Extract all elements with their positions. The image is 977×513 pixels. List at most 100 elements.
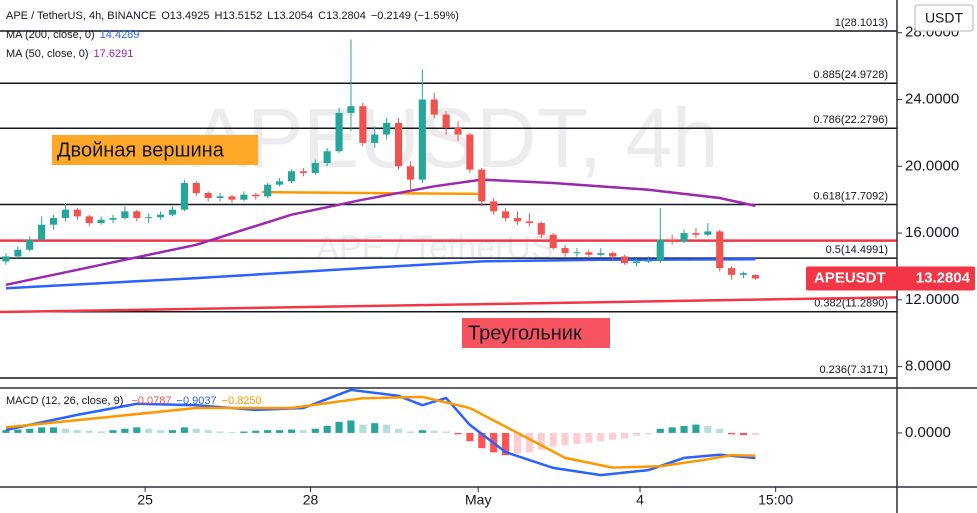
macd-histogram-bar — [299, 430, 307, 433]
trend-line — [0, 296, 898, 314]
candle-body — [85, 216, 93, 224]
legend-value: −0.0787 — [131, 395, 172, 407]
candle-body — [145, 217, 153, 219]
candle-body — [121, 211, 129, 219]
macd-histogram-bar — [180, 427, 188, 433]
macd-histogram-bar — [406, 431, 414, 433]
macd-histogram-bar — [668, 427, 676, 433]
macd-histogram-bar — [561, 432, 569, 446]
macd-histogram-bar — [109, 430, 117, 433]
macd-histogram-bar — [739, 432, 748, 436]
last-price-symbol: APEUSDT — [814, 269, 886, 286]
candle-body — [716, 231, 724, 269]
candle-body — [359, 106, 367, 143]
candle-body — [299, 171, 307, 173]
macd-histogram-bar — [192, 428, 200, 433]
macd-histogram-bar — [621, 432, 629, 439]
candle-body — [406, 166, 414, 180]
annotation-box — [462, 318, 610, 348]
candle-body — [525, 221, 533, 224]
candle-body — [97, 219, 105, 224]
y-tick-label: 12.0000 — [905, 291, 959, 308]
macd-histogram-bar — [73, 430, 81, 433]
ohlc-value: O13.4925 — [161, 10, 210, 22]
macd-histogram-bar — [751, 432, 759, 436]
macd-histogram-bar — [502, 432, 510, 456]
candle-body — [513, 218, 522, 222]
symbol-title: APE / TetherUS, 4h, BINANCE — [6, 10, 157, 22]
plot-layer: 8.000012.000016.000020.000024.000028.000… — [0, 17, 959, 508]
macd-histogram-bar — [728, 432, 736, 435]
macd-histogram-bar — [121, 428, 129, 433]
candle-body — [347, 106, 355, 113]
ohlc-value: −0.2149 (−1.59%) — [370, 10, 459, 22]
macd-histogram-bar — [204, 430, 212, 433]
line-series — [5, 395, 756, 469]
macd-histogram-bar — [442, 431, 450, 433]
macd-histogram-bar — [276, 430, 284, 433]
currency-box[interactable] — [914, 4, 974, 32]
ohlc-value: C13.2804 — [318, 10, 366, 22]
candle-body — [61, 209, 69, 219]
overlay-layer: APEUSDT 13.2804 — [806, 266, 975, 291]
macd-histogram-bar — [359, 424, 367, 433]
candle-body — [371, 134, 379, 143]
fib-label: 0.382(11.2890) — [814, 298, 888, 310]
macd-histogram-bar — [644, 432, 652, 435]
macd-histogram-bar — [335, 421, 343, 433]
macd-histogram-bar — [145, 428, 153, 433]
macd-histogram-bar — [454, 432, 462, 435]
trend-line — [261, 190, 479, 196]
candle-body — [466, 134, 474, 170]
macd-histogram-bar — [240, 431, 248, 433]
candle-body — [168, 209, 177, 215]
candle-body — [442, 114, 450, 128]
candle-body — [335, 112, 343, 152]
candle-body — [14, 249, 22, 257]
candle-body — [180, 182, 188, 210]
annotation: Двойная вершина — [57, 139, 225, 161]
macd-histogram-bar — [418, 430, 426, 433]
candle-body — [73, 209, 81, 217]
macd-histogram-bar — [347, 420, 355, 433]
y-tick-label: 8.0000 — [905, 358, 951, 375]
legend-name: MACD (12, 26, close, 9) — [6, 395, 124, 407]
macd-histogram-bar — [323, 425, 331, 433]
candle-body — [680, 233, 688, 242]
candle-body — [204, 192, 212, 199]
candle-body — [478, 169, 486, 202]
macd-histogram-bar — [466, 432, 474, 442]
watermark: APEUSDT, 4h — [191, 91, 719, 185]
currency: USDT — [925, 10, 964, 26]
candle-body — [264, 184, 272, 197]
candle-body — [133, 211, 141, 219]
macd-histogram-bar — [585, 432, 593, 443]
symbol-header: APE / TetherUS, 4h, BINANCE O13.4925 H13.5… — [6, 10, 469, 22]
candle-body — [394, 122, 403, 167]
macd-histogram-bar — [656, 428, 664, 433]
candle-body — [216, 196, 224, 199]
macd-histogram-bar — [14, 429, 22, 433]
macd-histogram-bar — [549, 432, 557, 447]
macd-histogram-bar — [287, 429, 296, 433]
candle-body — [502, 211, 510, 219]
candle-body — [751, 274, 759, 279]
line-series — [5, 178, 756, 287]
macd-histogram-bar — [525, 432, 533, 453]
macd-histogram-bar — [311, 428, 319, 433]
ma-legend: MA (200, close, 0) 14.4289 — [6, 29, 144, 41]
annotation: Треугольник — [468, 322, 582, 344]
ma-legend: MA (50, close, 0) 17.6291 — [6, 48, 138, 60]
macd-histogram-bar — [26, 428, 34, 433]
candle-body — [597, 253, 605, 255]
candle-body — [490, 201, 498, 212]
macd-histogram-bar — [680, 425, 688, 433]
ohlc-value: H13.5152 — [214, 10, 263, 22]
candle-body — [323, 151, 331, 163]
candle-body — [668, 239, 676, 242]
legend-value: −0.8250 — [221, 395, 262, 407]
candle-body — [287, 171, 296, 182]
y-tick-label: 20.0000 — [905, 157, 959, 174]
candle-body — [632, 261, 641, 264]
